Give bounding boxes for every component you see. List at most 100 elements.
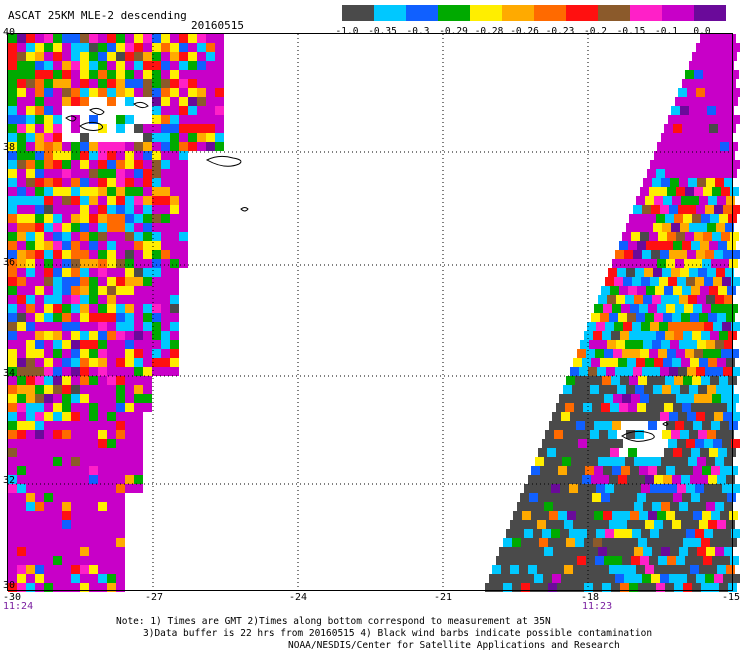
data-cell	[206, 79, 215, 88]
data-cell	[707, 268, 716, 277]
colorbar-swatch	[406, 5, 438, 21]
data-cell	[588, 412, 597, 421]
data-cell	[730, 556, 739, 565]
colorbar-tick-label: -1.0	[335, 26, 359, 37]
data-cell	[661, 340, 670, 349]
data-cell	[640, 232, 649, 241]
data-cell	[712, 232, 721, 241]
data-cell	[646, 403, 655, 412]
data-cell	[53, 313, 62, 322]
data-cell	[676, 232, 685, 241]
lat-label: 36	[3, 257, 16, 268]
data-cell	[107, 520, 116, 529]
data-cell	[71, 412, 80, 421]
data-cell	[134, 430, 143, 439]
data-cell	[602, 376, 611, 385]
data-cell	[71, 574, 80, 583]
data-cell	[659, 529, 668, 538]
data-cell	[161, 205, 170, 214]
data-cell	[53, 367, 62, 376]
data-cell	[700, 448, 709, 457]
data-cell	[71, 457, 80, 466]
data-cell	[17, 457, 26, 466]
data-cell	[657, 259, 666, 268]
data-cell	[669, 574, 678, 583]
data-cell	[107, 178, 116, 187]
data-cell	[107, 223, 116, 232]
data-cell	[26, 340, 35, 349]
data-cell	[593, 583, 602, 592]
data-cell	[722, 160, 731, 169]
data-cell	[8, 349, 17, 358]
data-cell	[206, 124, 215, 133]
data-cell	[143, 223, 152, 232]
data-cell	[161, 241, 170, 250]
data-cell	[134, 358, 143, 367]
data-cell	[80, 538, 89, 547]
data-cell	[699, 313, 708, 322]
data-cell	[116, 178, 125, 187]
data-cell	[614, 529, 623, 538]
data-cell	[53, 583, 62, 592]
data-cell	[602, 538, 611, 547]
data-cell	[712, 556, 721, 565]
data-cell	[107, 502, 116, 511]
data-cell	[125, 403, 134, 412]
data-cell	[607, 547, 616, 556]
data-cell	[206, 115, 215, 124]
data-cell	[618, 520, 627, 529]
data-cell	[695, 484, 704, 493]
data-cell	[679, 178, 688, 187]
data-cell	[675, 142, 684, 151]
data-cell	[634, 547, 643, 556]
data-cell	[711, 511, 720, 520]
data-cell	[646, 286, 655, 295]
data-cell	[8, 142, 17, 151]
data-cell	[143, 196, 152, 205]
data-cell	[668, 484, 677, 493]
data-cell	[62, 142, 71, 151]
data-cell	[688, 178, 697, 187]
data-cell	[80, 493, 89, 502]
data-cell	[161, 232, 170, 241]
data-cell	[598, 295, 607, 304]
data-cell	[720, 97, 729, 106]
data-cell	[26, 439, 35, 448]
colorbar-tick-label: -0.3	[406, 26, 430, 37]
data-cell	[107, 52, 116, 61]
data-cell	[613, 349, 622, 358]
data-cell	[107, 493, 116, 502]
data-cell	[98, 520, 107, 529]
data-cell	[80, 178, 89, 187]
data-cell	[8, 304, 17, 313]
data-cell	[636, 520, 645, 529]
data-cell	[53, 214, 62, 223]
data-cell	[723, 250, 732, 259]
data-cell	[714, 88, 723, 97]
data-cell	[134, 187, 143, 196]
data-cell	[682, 241, 691, 250]
data-cell	[656, 331, 665, 340]
data-cell	[683, 583, 692, 592]
data-cell	[562, 547, 571, 556]
data-cell	[89, 574, 98, 583]
data-cell	[697, 295, 706, 304]
data-cell	[649, 556, 658, 565]
map-title: ASCAT 25KM MLE-2 descending	[8, 9, 187, 22]
data-cell	[89, 349, 98, 358]
data-cell	[507, 574, 516, 583]
data-cell	[702, 259, 711, 268]
data-cell	[556, 493, 565, 502]
data-cell	[585, 466, 594, 475]
data-cell	[598, 340, 607, 349]
data-cell	[673, 448, 682, 457]
data-cell	[125, 385, 134, 394]
data-cell	[26, 547, 35, 556]
data-cell	[53, 322, 62, 331]
data-cell	[686, 115, 695, 124]
data-cell	[685, 232, 694, 241]
data-cell	[649, 232, 658, 241]
data-cell	[107, 421, 116, 430]
data-cell	[143, 232, 152, 241]
data-cell	[215, 88, 224, 97]
